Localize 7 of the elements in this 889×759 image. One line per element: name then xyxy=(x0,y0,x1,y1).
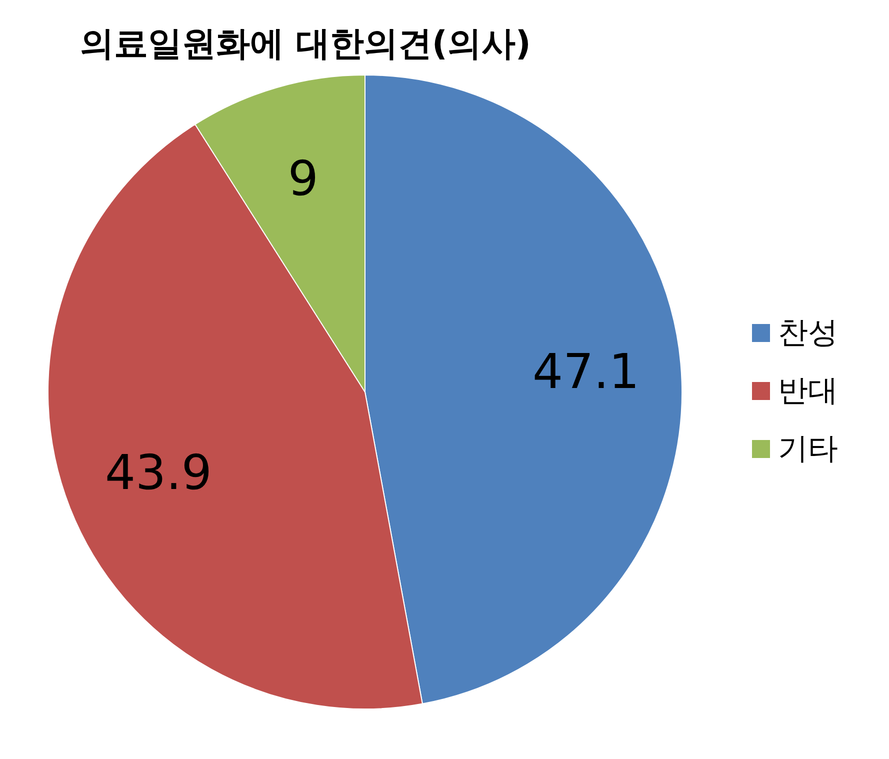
chart-title: 의료일원화에 대한의견(의사) xyxy=(80,24,531,64)
data-label: 9 xyxy=(288,150,318,207)
legend-label: 기타 xyxy=(778,432,838,466)
legend-label: 찬성 xyxy=(778,316,838,350)
legend-label: 반대 xyxy=(778,374,838,408)
data-label: 43.9 xyxy=(104,445,212,502)
data-label: 47.1 xyxy=(532,344,640,400)
